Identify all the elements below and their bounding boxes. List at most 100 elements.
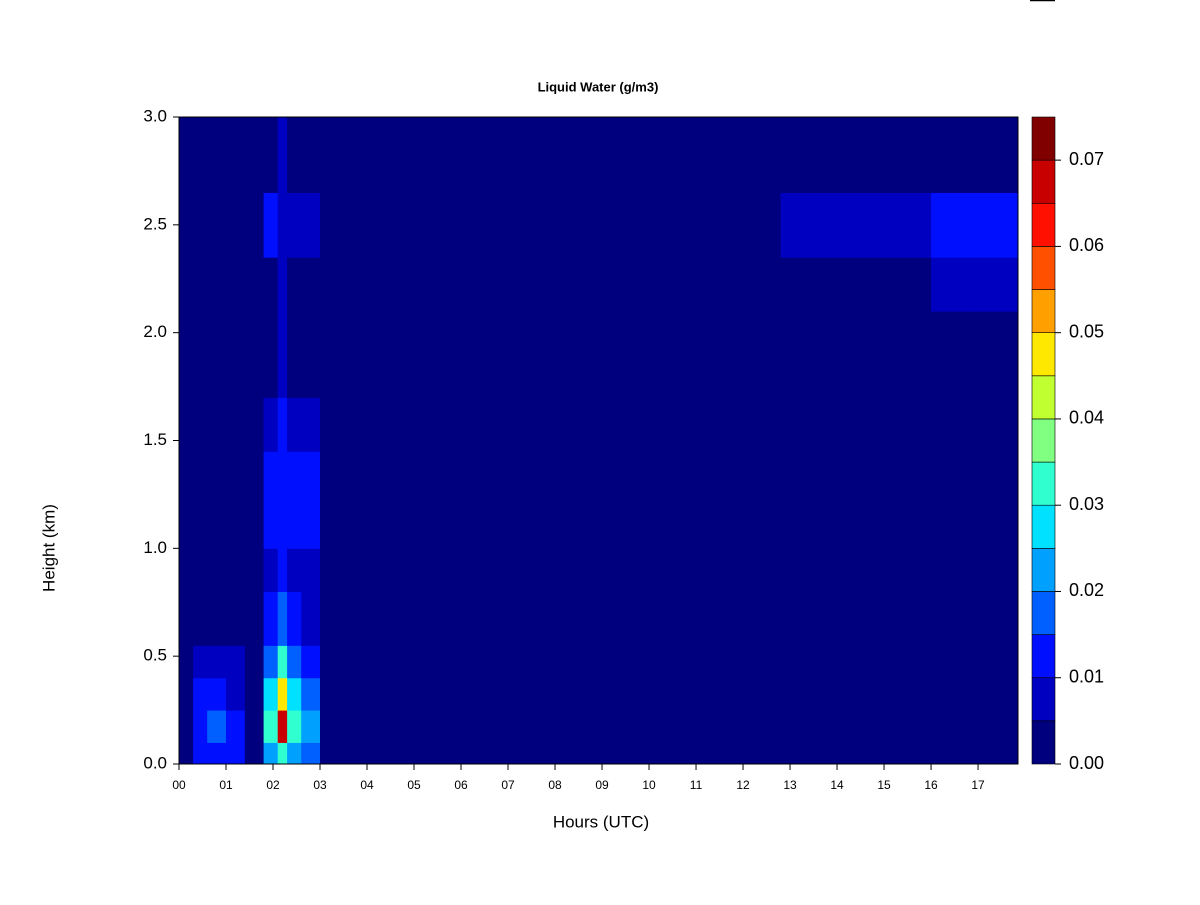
heatmap-cell xyxy=(207,451,227,506)
heatmap-cell xyxy=(179,311,194,398)
heatmap-cell xyxy=(263,117,279,193)
heatmap-cell xyxy=(301,710,321,743)
heatmap-cell xyxy=(263,591,279,646)
heatmap-cell xyxy=(244,311,265,398)
heatmap-cell xyxy=(263,451,279,506)
heatmap-cell xyxy=(244,710,265,743)
heatmap-cell xyxy=(860,645,932,679)
heatmap-cell xyxy=(931,451,970,506)
heatmap-cell xyxy=(301,677,321,711)
heatmap-cell xyxy=(226,548,246,592)
heatmap-cell xyxy=(287,257,302,312)
heatmap-cell xyxy=(860,397,932,452)
heatmap-cell xyxy=(207,742,227,765)
heatmap xyxy=(179,117,1019,765)
heatmap-cell xyxy=(287,548,302,592)
heatmap-cell xyxy=(968,710,1019,743)
heatmap-cell xyxy=(301,645,321,679)
heatmap-cell xyxy=(968,257,1019,312)
heatmap-cell xyxy=(263,192,279,258)
heatmap-cell xyxy=(193,742,208,765)
heatmap-cell xyxy=(207,192,227,258)
axes: 00 01 02 03 04 05 06 07 08 09 10 11 12 13 14 15 16 170.00… xyxy=(143,106,1104,792)
colorbar-tick-label: 0.05 xyxy=(1069,321,1104,341)
heatmap-cell xyxy=(207,710,227,743)
heatmap-cell xyxy=(263,548,279,592)
heatmap-cell xyxy=(263,257,279,312)
heatmap-cell xyxy=(320,677,782,711)
heatmap-cell xyxy=(207,505,227,549)
heatmap-cell xyxy=(780,677,800,711)
heatmap-cell xyxy=(320,710,782,743)
heatmap-cell xyxy=(780,192,800,258)
heatmap-cell xyxy=(287,451,302,506)
colorbar-band xyxy=(1031,634,1056,679)
heatmap-cell xyxy=(320,548,782,592)
heatmap-cell xyxy=(226,742,246,765)
x-tick-label: 07 xyxy=(501,778,515,792)
heatmap-cell xyxy=(860,311,932,398)
heatmap-cell xyxy=(244,451,265,506)
y-axis-label: Height (km) xyxy=(39,504,58,592)
x-tick-label: 17 xyxy=(971,778,985,792)
heatmap-cell xyxy=(860,257,932,312)
x-tick-label: 00 xyxy=(172,778,186,792)
colorbar-band xyxy=(1031,418,1056,463)
heatmap-cell xyxy=(263,505,279,549)
heatmap-cell xyxy=(226,257,246,312)
colorbar-band xyxy=(1031,677,1056,722)
heatmap-cell xyxy=(287,710,302,743)
colorbar-band xyxy=(1031,289,1056,333)
y-tick-label: 2.5 xyxy=(143,214,167,233)
x-tick-label: 13 xyxy=(783,778,797,792)
heatmap-cell xyxy=(277,397,288,452)
x-tick-label: 16 xyxy=(924,778,938,792)
heatmap-cell xyxy=(263,742,279,765)
heatmap-cell xyxy=(226,645,246,679)
x-tick-label: 01 xyxy=(219,778,233,792)
heatmap-cell xyxy=(968,742,1019,765)
colorbar-tick-label: 0.03 xyxy=(1069,494,1104,514)
heatmap-cell xyxy=(244,117,265,193)
heatmap-cell xyxy=(277,710,288,743)
heatmap-cell xyxy=(320,742,782,765)
heatmap-cell xyxy=(287,645,302,679)
heatmap-cell xyxy=(968,677,1019,711)
heatmap-cell xyxy=(301,591,321,646)
heatmap-cell xyxy=(193,710,208,743)
heatmap-cell xyxy=(207,257,227,312)
x-tick-label: 15 xyxy=(877,778,891,792)
heatmap-cell xyxy=(263,645,279,679)
heatmap-cell xyxy=(179,397,194,452)
heatmap-cell xyxy=(193,311,208,398)
x-tick-label: 09 xyxy=(595,778,609,792)
heatmap-cell xyxy=(799,645,862,679)
heatmap-cell xyxy=(179,117,194,193)
heatmap-cell xyxy=(301,117,321,193)
heatmap-cell xyxy=(320,117,782,193)
heatmap-cell xyxy=(301,548,321,592)
heatmap-cell xyxy=(780,397,800,452)
x-tick-label: 08 xyxy=(548,778,562,792)
heatmap-cell xyxy=(968,591,1019,646)
heatmap-cell xyxy=(968,451,1019,506)
heatmap-cell xyxy=(193,677,208,711)
heatmap-cell xyxy=(244,397,265,452)
heatmap-cell xyxy=(931,645,970,679)
heatmap-cell xyxy=(799,742,862,765)
colorbar-band xyxy=(1031,246,1056,290)
heatmap-cell xyxy=(244,505,265,549)
x-tick-label: 11 xyxy=(690,778,703,792)
heatmap-cell xyxy=(179,192,194,258)
heatmap-cell xyxy=(287,117,302,193)
heatmap-cell xyxy=(193,548,208,592)
heatmap-cell xyxy=(277,742,288,765)
x-tick-label: 03 xyxy=(313,778,327,792)
heatmap-cell xyxy=(207,677,227,711)
heatmap-cell xyxy=(277,311,288,398)
heatmap-cell xyxy=(193,505,208,549)
heatmap-cell xyxy=(287,397,302,452)
heatmap-cell xyxy=(799,311,862,398)
colorbar-tick-label: 0.00 xyxy=(1069,753,1104,773)
heatmap-cell xyxy=(799,257,862,312)
